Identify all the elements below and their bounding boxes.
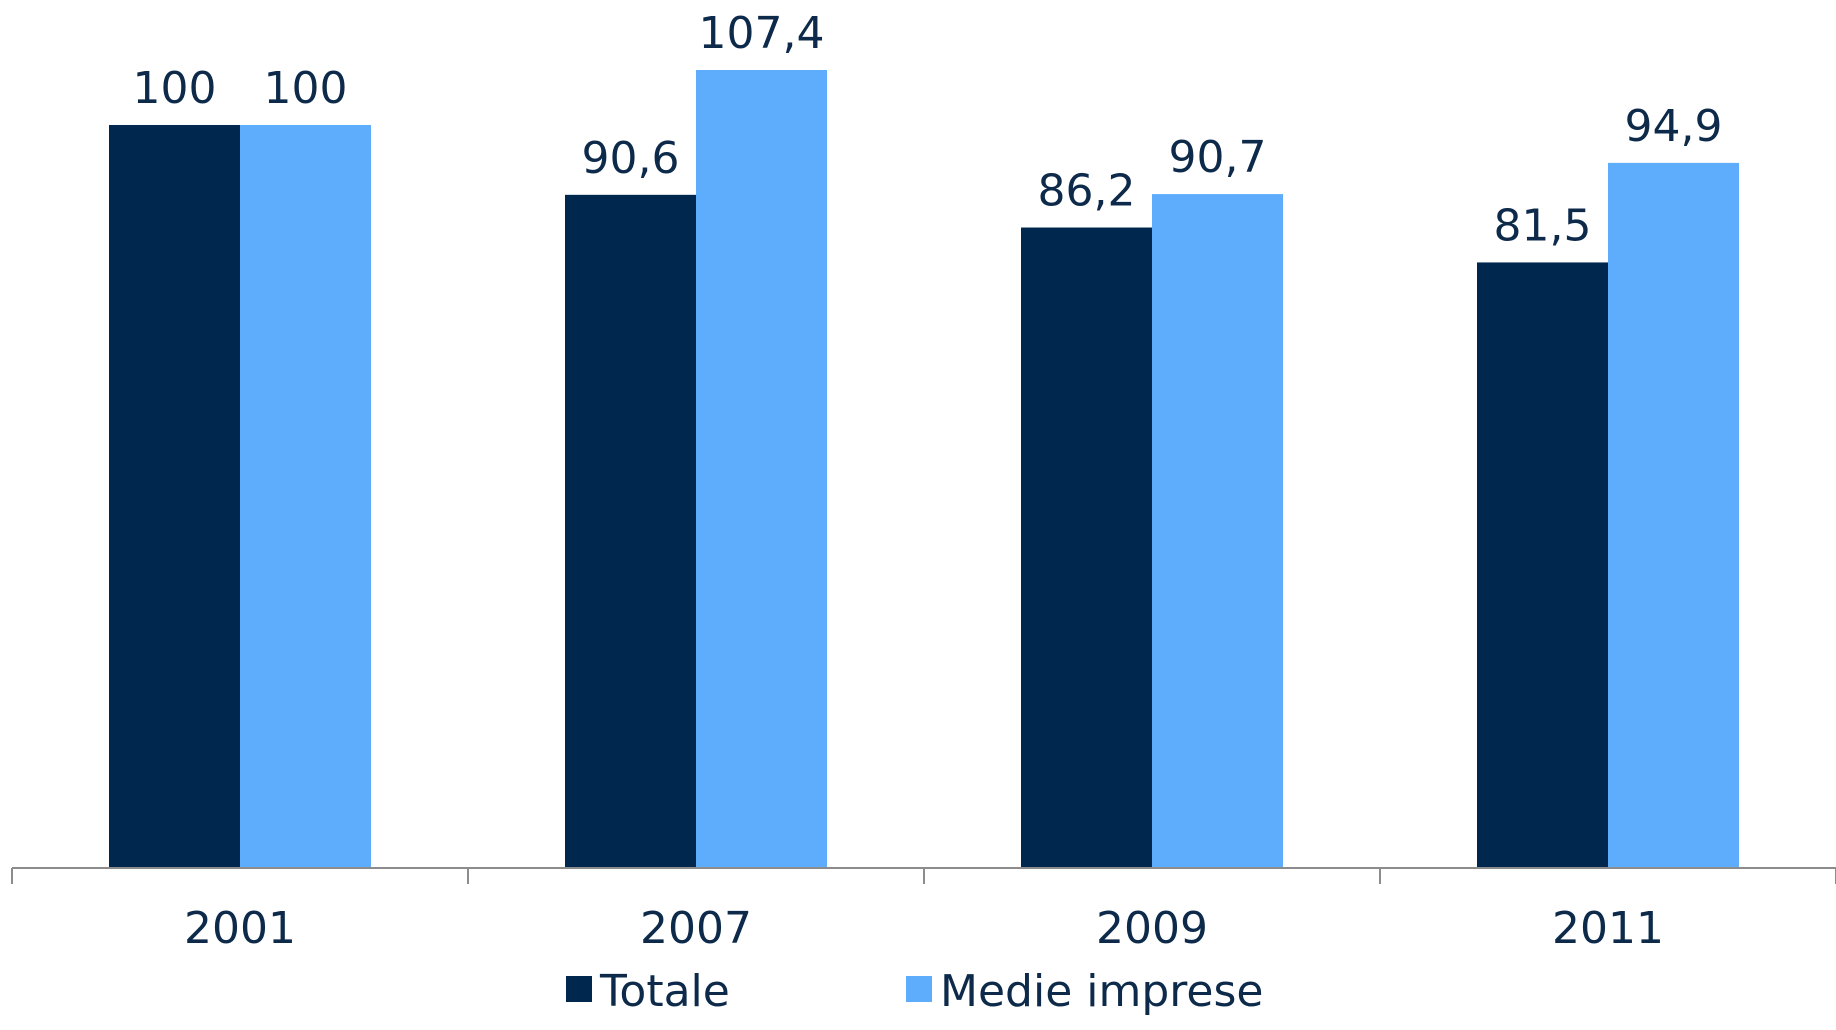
tick-label-2009: 2009 (1096, 903, 1208, 954)
data-labels-group: 100 100 90,6 107,4 86,2 90,7 81,5 94,9 (133, 8, 1723, 251)
data-label-medie-imprese-2007: 107,4 (699, 8, 825, 59)
tick-label-2011: 2011 (1552, 903, 1664, 954)
tick-label-2007: 2007 (640, 903, 752, 954)
x-axis (11, 867, 1836, 884)
bar-totale-2011 (1477, 262, 1608, 868)
data-label-medie-imprese-2001: 100 (264, 63, 348, 114)
bar-medie-imprese-2011 (1608, 162, 1739, 869)
bar-totale-2007 (565, 194, 696, 869)
data-label-totale-2009: 86,2 (1038, 166, 1136, 217)
tick-label-2001: 2001 (184, 903, 296, 954)
x-tick-labels: 2001 2007 2009 2011 (184, 903, 1664, 954)
data-label-medie-imprese-2011: 94,9 (1625, 101, 1723, 152)
legend: Totale Medie imprese (566, 966, 1263, 1017)
bar-medie-imprese-2001 (240, 124, 371, 869)
data-label-totale-2007: 90,6 (582, 133, 680, 184)
data-label-totale-2011: 81,5 (1494, 200, 1592, 251)
legend-label-totale: Totale (599, 966, 730, 1017)
legend-swatch-medie-imprese (906, 976, 932, 1002)
legend-swatch-totale (566, 976, 592, 1002)
bar-totale-2009 (1021, 227, 1152, 869)
bar-totale-2001 (109, 124, 240, 869)
bar-medie-imprese-2007 (696, 70, 827, 868)
data-label-totale-2001: 100 (133, 63, 217, 114)
bar-medie-imprese-2009 (1152, 194, 1283, 868)
legend-label-medie-imprese: Medie imprese (940, 966, 1263, 1017)
bars-group (109, 70, 1739, 869)
data-label-medie-imprese-2009: 90,7 (1169, 132, 1267, 183)
